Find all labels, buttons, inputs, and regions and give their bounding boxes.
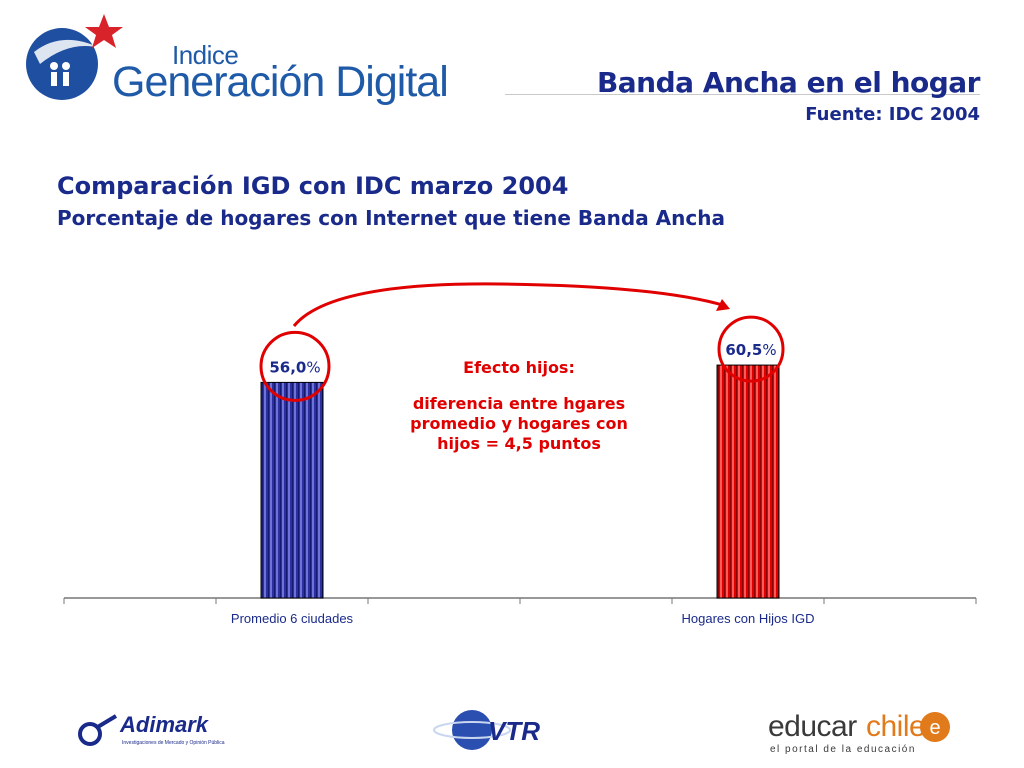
educar-tagline: el portal de la educación	[770, 744, 916, 755]
x-tick-label: Promedio 6 ciudades	[231, 611, 354, 626]
slide-source: Fuente: IDC 2004	[805, 104, 980, 125]
data-label: 56,0%	[269, 358, 320, 376]
educar-e-mark-icon: e	[920, 712, 950, 742]
chart-subtitle: Porcentaje de hogares con Internet que t…	[57, 206, 725, 230]
svg-text:e: e	[929, 717, 940, 739]
labels-group: Promedio 6 ciudades 56,0% Hogares con Hijo…	[231, 315, 815, 626]
vtr-name: VTR	[488, 716, 540, 746]
logo-small-word: Indice	[172, 40, 239, 70]
vtr-globe-icon	[433, 710, 511, 750]
bars-group	[260, 364, 780, 599]
bar-1	[260, 381, 324, 599]
data-label: 60,5%	[725, 341, 776, 359]
annotation-box: Efecto hijos: diferencia entre hgares pr…	[405, 358, 633, 454]
adimark-mark-icon	[78, 714, 118, 746]
annotation-title: Efecto hijos:	[463, 358, 575, 377]
slide-title: Banda Ancha en el hogar	[596, 66, 981, 99]
arrow-head-icon	[716, 299, 730, 311]
vtr-logo: VTR	[432, 706, 557, 756]
value-highlight-circle	[259, 330, 331, 402]
globe-star-icon	[26, 14, 123, 100]
comparison-arrow	[292, 282, 727, 327]
adimark-name: Adimark	[120, 712, 209, 737]
value-highlight-circle	[717, 315, 785, 383]
indice-generacion-digital-logo: Indice Generación Digital	[20, 12, 460, 106]
bar-2	[716, 364, 780, 599]
annotation-body: diferencia entre hgares promedio y hogar…	[410, 394, 628, 453]
chile-word: chile	[866, 710, 926, 743]
educarchile-logo: educar chile e el portal de la educación	[768, 710, 958, 760]
x-axis	[63, 597, 977, 604]
logo-big-word: Generación Digital	[112, 58, 449, 106]
x-tick-label: Hogares con Hijos IGD	[682, 611, 815, 626]
header-divider	[505, 94, 980, 95]
educar-word: educar	[768, 710, 857, 743]
adimark-tagline: Investigaciones de Mercado y Opinión Púb…	[122, 740, 225, 746]
adimark-logo: Adimark Investigaciones de Mercado y Opi…	[76, 712, 226, 752]
chart-title: Comparación IGD con IDC marzo 2004	[57, 172, 569, 200]
